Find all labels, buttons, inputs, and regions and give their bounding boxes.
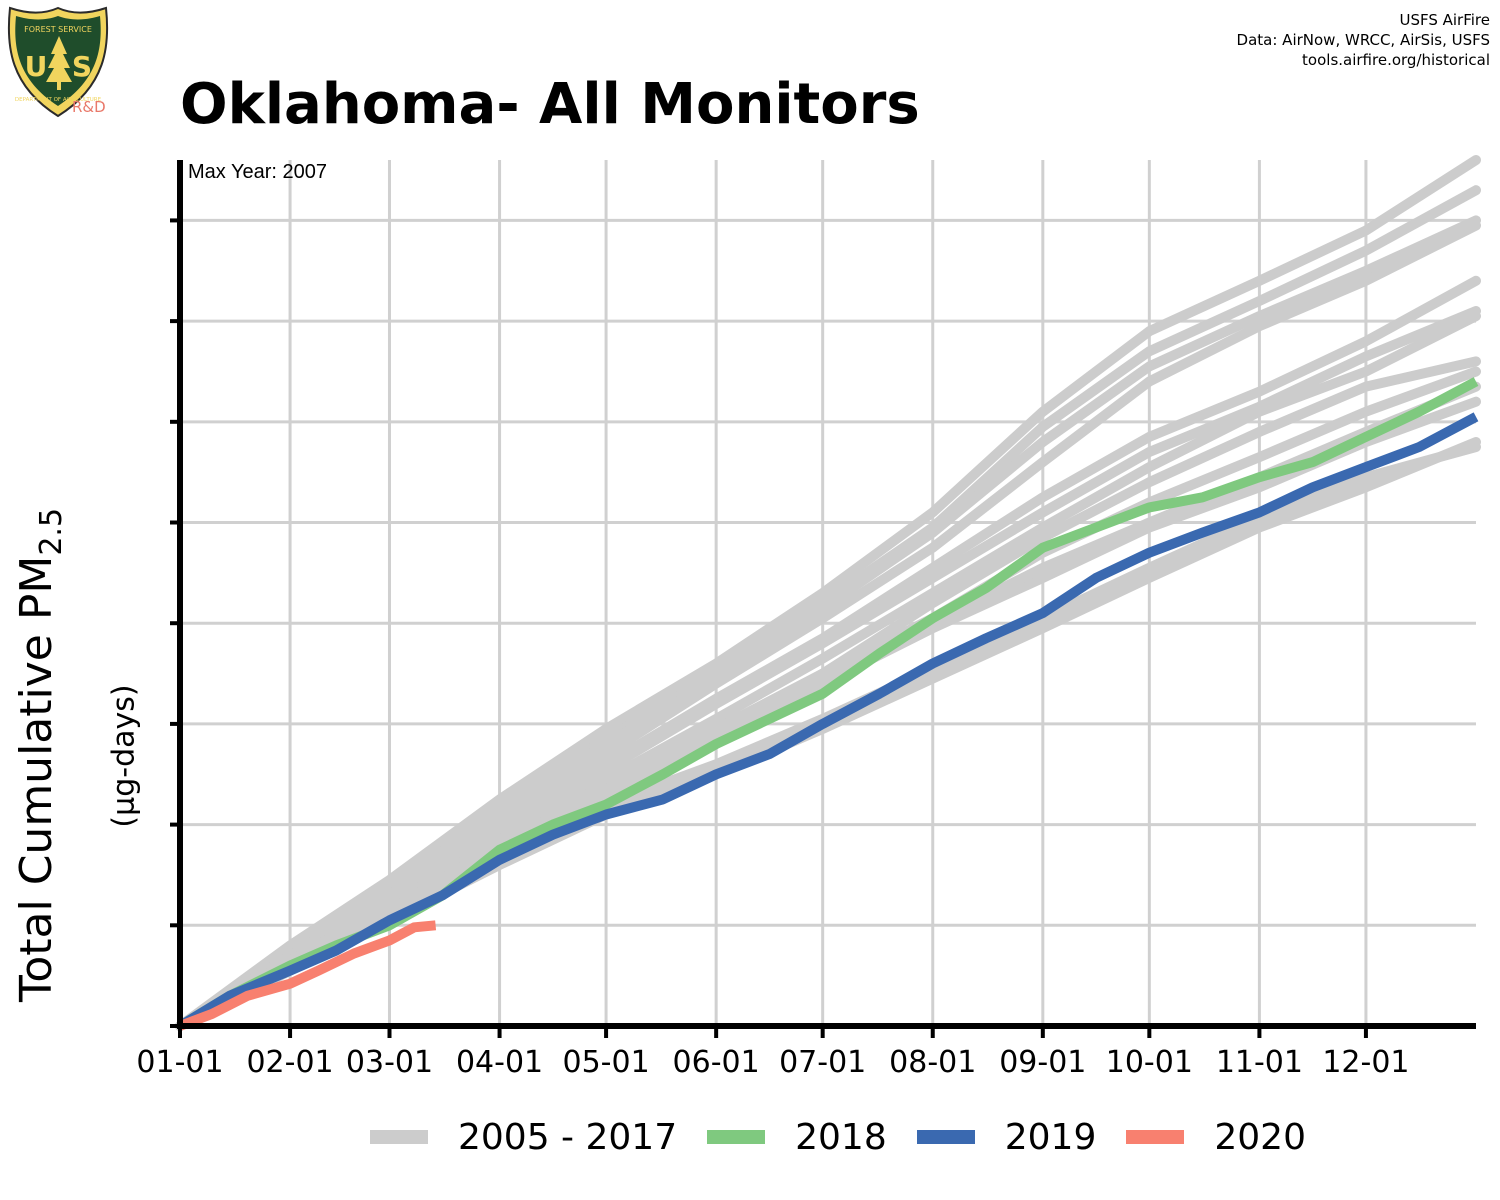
legend-item-2020: 2020 [1126, 1117, 1306, 1158]
credit-line: Data: AirNow, WRCC, AirSis, USFS [1236, 31, 1490, 49]
series-line-2020 [178, 920, 437, 1031]
chart-title: Oklahoma- All Monitors [180, 72, 920, 137]
series-line-2019 [177, 412, 1479, 1031]
year-lines [177, 377, 1479, 1031]
x-tick-label: 08-01 [889, 1045, 976, 1080]
history-lines [175, 155, 1481, 1031]
cumulative-pm25-chart: 01-01 02-01 03-01 04-01 05-01 06-01 07-01 08-01… [136, 155, 1481, 1080]
svg-text:FOREST SERVICE: FOREST SERVICE [24, 25, 92, 34]
legend-swatch [707, 1130, 766, 1144]
forest-service-shield-logo: FOREST SERVICE U S DEPARTMENT OF AGRICUL… [7, 6, 109, 118]
history-line [175, 366, 1481, 1031]
credits: USFS AirFire Data: AirNow, WRCC, AirSis,… [1237, 10, 1490, 70]
x-tick-label: 06-01 [673, 1045, 760, 1080]
legend-swatch [1126, 1130, 1185, 1144]
legend-item-2019: 2019 [916, 1116, 1097, 1158]
max-year-annotation: Max Year: 2007 [188, 161, 327, 183]
x-tick-label: 10-01 [1106, 1045, 1193, 1080]
x-tick-label: 09-01 [999, 1045, 1086, 1080]
axes [170, 160, 1476, 1038]
legend-label: 2019 [1004, 1116, 1097, 1158]
x-tick-label: 02-01 [246, 1045, 333, 1080]
x-tick-label: 03-01 [346, 1045, 433, 1080]
legend-item-2018: 2018 [707, 1117, 887, 1158]
x-tick-label: 04-01 [456, 1045, 543, 1080]
x-tick-label: 12-01 [1322, 1045, 1409, 1080]
legend-item-history: 2005 - 2017 [370, 1117, 677, 1158]
credit-line: tools.airfire.org/historical [1302, 51, 1490, 69]
legend-swatch [916, 1130, 975, 1144]
x-tick-label: 05-01 [562, 1045, 649, 1080]
legend-label: 2005 - 2017 [458, 1116, 678, 1158]
svg-text:S: S [72, 50, 92, 83]
legend: 2005 - 2017 2018 2019 2020 [370, 1112, 1336, 1162]
svg-text:U: U [25, 50, 48, 83]
legend-label: 2020 [1214, 1116, 1306, 1158]
credit-line: USFS AirFire [1399, 11, 1490, 29]
legend-swatch [370, 1130, 428, 1144]
history-line [175, 442, 1481, 1031]
x-tick-label: 07-01 [779, 1045, 866, 1080]
x-tick-labels: 01-01 02-01 03-01 04-01 05-01 06-01 07-01 08-01… [136, 1045, 1409, 1080]
rnd-label: R&D [72, 98, 106, 116]
svg-text:DEPARTMENT OF AGRICULTURE: DEPARTMENT OF AGRICULTURE [15, 97, 102, 103]
history-line [175, 437, 1481, 1031]
x-tick-label: 01-01 [136, 1045, 223, 1080]
x-tick-label: 11-01 [1216, 1045, 1303, 1080]
legend-label: 2018 [795, 1116, 887, 1158]
